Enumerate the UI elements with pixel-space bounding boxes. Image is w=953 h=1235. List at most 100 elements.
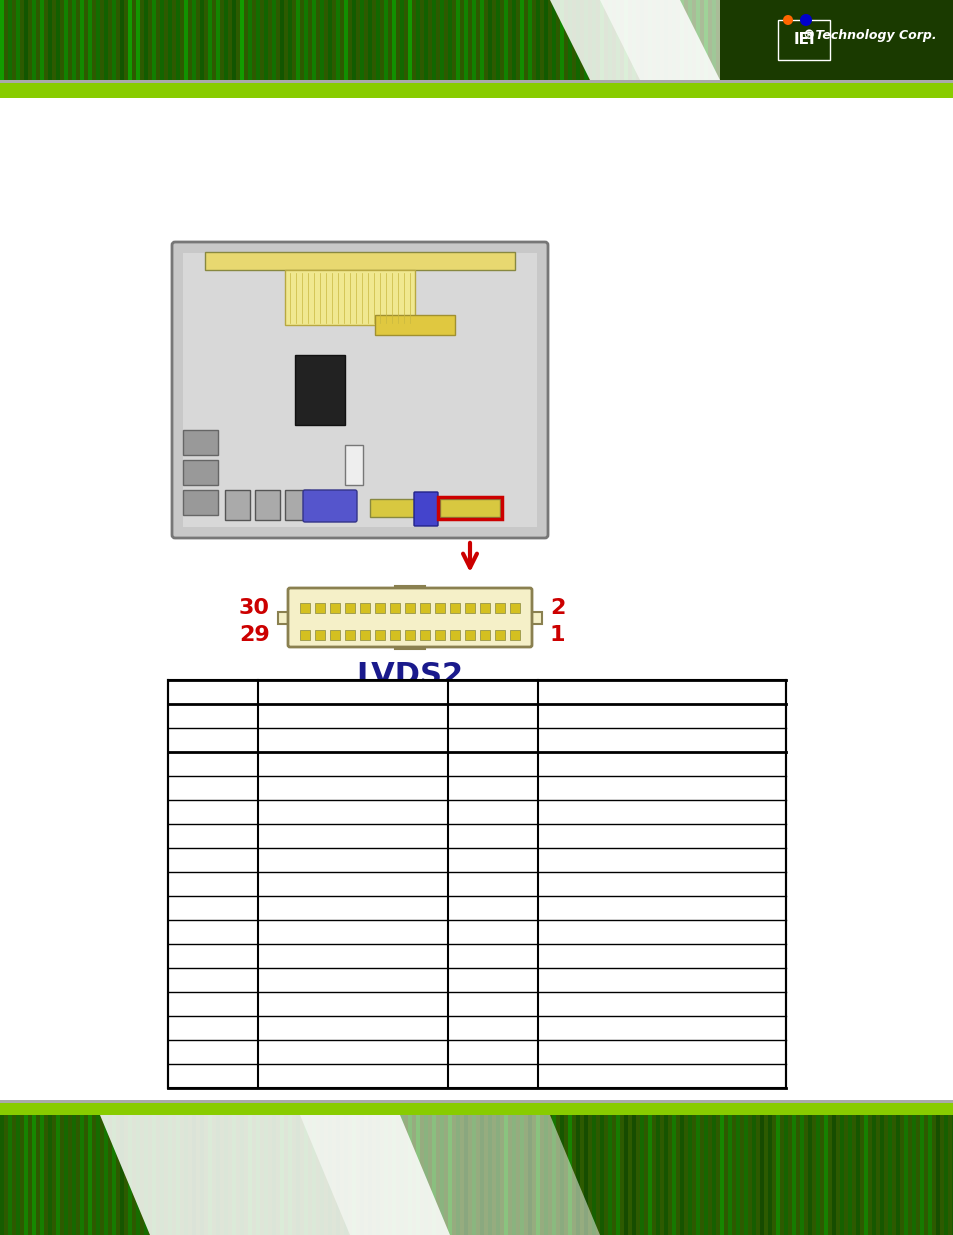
Bar — [439, 0, 443, 80]
Bar — [208, 1115, 212, 1235]
Bar — [767, 1115, 771, 1235]
Bar — [144, 1115, 148, 1235]
FancyBboxPatch shape — [303, 490, 356, 522]
Bar — [527, 0, 532, 80]
Bar — [815, 0, 820, 80]
Bar — [24, 0, 28, 80]
Bar — [463, 1115, 468, 1235]
Bar — [479, 603, 490, 613]
Bar — [16, 0, 20, 80]
Text: LVDS2: LVDS2 — [356, 661, 463, 689]
Bar — [887, 1115, 891, 1235]
Bar — [319, 0, 324, 80]
Bar — [720, 0, 953, 80]
Bar — [0, 1115, 953, 1235]
Bar — [368, 0, 372, 80]
Bar — [96, 0, 100, 80]
FancyBboxPatch shape — [288, 588, 532, 647]
Bar — [285, 270, 415, 325]
Bar — [696, 0, 700, 80]
Bar — [735, 0, 740, 80]
Bar — [24, 1115, 28, 1235]
Bar — [384, 1115, 388, 1235]
Bar — [56, 0, 60, 80]
Bar — [96, 1115, 100, 1235]
Bar — [479, 1115, 483, 1235]
Bar — [840, 1115, 843, 1235]
Polygon shape — [299, 1115, 599, 1235]
Bar — [951, 0, 953, 80]
Bar — [295, 1115, 299, 1235]
Bar — [903, 1115, 907, 1235]
Bar — [879, 0, 883, 80]
Bar — [375, 0, 379, 80]
Bar — [344, 1115, 348, 1235]
Bar — [463, 0, 468, 80]
Bar — [345, 603, 355, 613]
Bar — [778, 20, 829, 61]
Bar — [559, 1115, 563, 1235]
Bar — [536, 0, 539, 80]
Bar — [599, 0, 603, 80]
Bar — [359, 0, 364, 80]
Bar — [352, 1115, 355, 1235]
Bar — [663, 1115, 667, 1235]
Bar — [255, 0, 260, 80]
Text: 1: 1 — [550, 625, 565, 645]
Bar — [232, 1115, 235, 1235]
Bar — [304, 0, 308, 80]
Bar — [215, 1115, 220, 1235]
Bar — [831, 1115, 835, 1235]
Bar — [616, 0, 619, 80]
Bar — [450, 630, 459, 640]
Bar — [552, 0, 556, 80]
Bar — [40, 1115, 44, 1235]
Bar — [847, 0, 851, 80]
Bar — [783, 1115, 787, 1235]
Bar — [720, 1115, 723, 1235]
Bar — [703, 0, 707, 80]
Bar — [448, 1115, 452, 1235]
Bar — [384, 0, 388, 80]
Bar — [559, 0, 563, 80]
Bar — [375, 315, 455, 335]
Bar — [392, 0, 395, 80]
Bar — [631, 1115, 636, 1235]
Bar — [767, 0, 771, 80]
Bar — [423, 1115, 428, 1235]
Bar — [330, 630, 339, 640]
Bar — [735, 1115, 740, 1235]
Bar — [205, 252, 515, 270]
Bar — [536, 1115, 539, 1235]
Bar — [152, 0, 156, 80]
Bar — [823, 0, 827, 80]
Bar — [863, 1115, 867, 1235]
Bar — [314, 603, 325, 613]
Bar — [919, 1115, 923, 1235]
Bar — [791, 0, 795, 80]
Bar — [345, 630, 355, 640]
Bar — [623, 1115, 627, 1235]
Bar — [510, 630, 519, 640]
Bar — [863, 0, 867, 80]
Bar — [359, 1115, 364, 1235]
Bar — [224, 1115, 228, 1235]
Bar — [623, 0, 627, 80]
Bar — [751, 0, 755, 80]
Bar — [184, 1115, 188, 1235]
Bar — [943, 1115, 947, 1235]
Bar — [160, 1115, 164, 1235]
Bar — [879, 1115, 883, 1235]
Bar — [168, 0, 172, 80]
Bar — [464, 603, 475, 613]
Polygon shape — [100, 1115, 450, 1235]
Bar — [32, 1115, 36, 1235]
Bar — [160, 0, 164, 80]
Bar — [607, 1115, 612, 1235]
Bar — [807, 1115, 811, 1235]
Bar — [512, 0, 516, 80]
Bar — [175, 1115, 180, 1235]
Bar — [64, 0, 68, 80]
Bar — [935, 1115, 939, 1235]
Bar — [927, 1115, 931, 1235]
